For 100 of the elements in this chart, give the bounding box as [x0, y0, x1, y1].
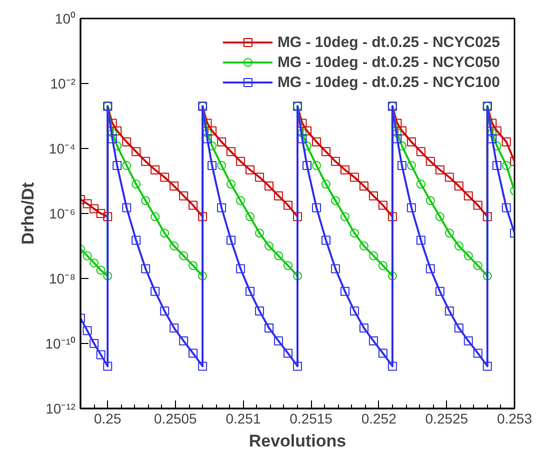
- point: [264, 182, 274, 191]
- point: [426, 156, 435, 166]
- point: [255, 172, 264, 182]
- point: [321, 180, 330, 189]
- point: [464, 191, 473, 200]
- point: [435, 212, 444, 222]
- point: [96, 209, 106, 218]
- point: [464, 251, 473, 260]
- y-tick-label: 10⁻⁶: [49, 206, 76, 222]
- point: [90, 339, 99, 348]
- point: [141, 196, 150, 206]
- point: [122, 161, 132, 170]
- point: [492, 126, 502, 136]
- point: [444, 306, 454, 316]
- x-axis-title: Revolutions: [248, 432, 346, 450]
- point: [112, 126, 122, 136]
- point: [90, 258, 99, 268]
- point: [312, 203, 321, 212]
- point: [170, 182, 179, 191]
- point: [217, 161, 226, 170]
- point: [464, 336, 473, 346]
- point: [350, 306, 359, 316]
- point: [454, 182, 464, 191]
- point: [103, 212, 112, 222]
- point: [208, 141, 217, 150]
- point: [312, 161, 321, 170]
- point: [482, 212, 492, 222]
- point: [488, 134, 497, 144]
- point: [198, 271, 208, 280]
- point: [82, 326, 92, 336]
- point: [150, 165, 160, 174]
- y-tick-label: 10⁻²: [50, 76, 76, 92]
- y-tick-label: 10⁻¹²: [46, 400, 76, 416]
- point: [378, 261, 388, 270]
- x-tick-label: 0.251: [226, 410, 261, 426]
- point: [132, 236, 141, 245]
- point: [188, 261, 198, 270]
- point: [298, 128, 307, 138]
- point: [202, 134, 212, 144]
- point: [170, 323, 179, 332]
- y-tick-label: 10⁰: [54, 10, 76, 26]
- point: [298, 134, 307, 144]
- point: [416, 236, 426, 245]
- point: [179, 336, 188, 346]
- x-tick-label: 0.252: [361, 410, 397, 426]
- point: [170, 242, 179, 250]
- point: [406, 161, 416, 170]
- point: [435, 165, 444, 174]
- point: [274, 251, 284, 260]
- point: [378, 200, 388, 210]
- point: [226, 180, 236, 189]
- point: [435, 286, 444, 296]
- x-tick-label: 0.253: [496, 410, 532, 426]
- point: [103, 271, 112, 280]
- point: [255, 228, 264, 238]
- point: [359, 323, 368, 332]
- point: [416, 180, 426, 189]
- point: [321, 236, 330, 245]
- point: [502, 203, 511, 212]
- point: [202, 128, 212, 138]
- x-tick-label: 0.2525: [425, 410, 468, 426]
- point: [236, 196, 246, 206]
- point: [330, 156, 340, 166]
- point: [132, 147, 141, 156]
- point: [284, 348, 293, 358]
- point: [416, 147, 426, 156]
- point: [444, 228, 454, 238]
- y-tick-label: 10⁻⁸: [49, 270, 76, 286]
- x-tick-label: 0.25: [94, 410, 122, 426]
- y-tick-label: 10⁻⁴: [48, 140, 76, 156]
- point: [406, 203, 416, 212]
- y-tick-label: 10⁻¹⁰: [45, 336, 76, 352]
- point: [264, 242, 274, 250]
- point: [202, 118, 212, 128]
- point: [302, 126, 312, 136]
- point: [388, 271, 397, 280]
- point: [488, 128, 497, 138]
- point: [208, 126, 217, 136]
- point: [302, 160, 312, 170]
- point: [473, 200, 482, 210]
- point: [492, 160, 502, 170]
- point: [293, 271, 302, 280]
- point: [179, 251, 188, 260]
- point: [132, 180, 141, 189]
- point: [246, 286, 255, 296]
- point: [388, 362, 397, 371]
- point: [368, 336, 378, 346]
- point: [108, 128, 117, 138]
- point: [122, 203, 132, 212]
- point: [198, 362, 208, 371]
- point: [198, 212, 208, 222]
- point: [473, 261, 482, 270]
- x-tick-label: 0.2515: [290, 410, 333, 426]
- point: [160, 306, 170, 316]
- point: [378, 348, 388, 358]
- point: [502, 161, 511, 170]
- point: [274, 336, 284, 346]
- y-axis-title: Drho/Dt: [18, 182, 38, 245]
- point: [444, 172, 454, 182]
- point: [368, 191, 378, 200]
